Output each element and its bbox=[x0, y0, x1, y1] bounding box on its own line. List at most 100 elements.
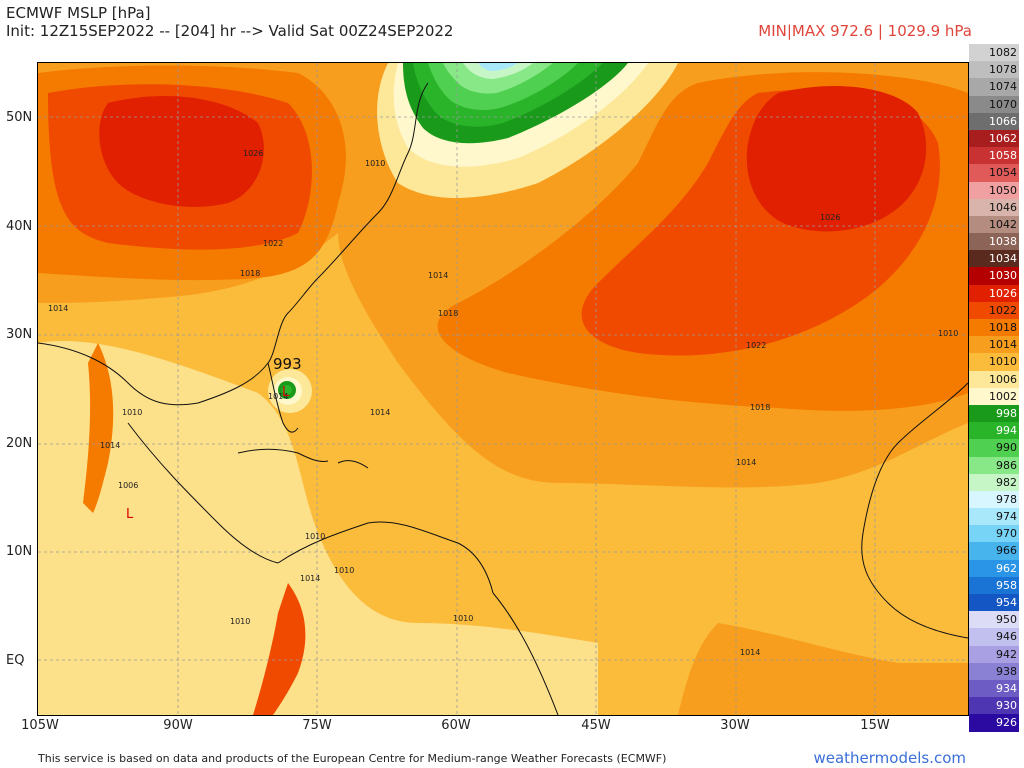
colorbar-swatch: 1010 bbox=[969, 353, 1019, 371]
colorbar-label: 990 bbox=[996, 441, 1017, 455]
mslp-map: 1026 1022 1018 1014 1010 1014 1018 1022 … bbox=[37, 62, 969, 716]
colorbar-swatch: 1070 bbox=[969, 95, 1019, 113]
colorbar-label: 1022 bbox=[989, 303, 1017, 317]
lon-label: 60W bbox=[441, 718, 471, 733]
colorbar-swatch: 1002 bbox=[969, 387, 1019, 405]
map-title: ECMWF MSLP [hPa] bbox=[6, 4, 151, 22]
andes-high bbox=[253, 583, 306, 715]
colorbar-swatch: 1066 bbox=[969, 112, 1019, 130]
colorbar-label: 950 bbox=[996, 613, 1017, 627]
colorbar-swatch: 1074 bbox=[969, 78, 1019, 96]
colorbar-swatch: 1058 bbox=[969, 147, 1019, 165]
colorbar-label: 930 bbox=[996, 699, 1017, 713]
colorbar-swatch: 1050 bbox=[969, 181, 1019, 199]
pacific-low-marker: L bbox=[126, 507, 134, 522]
lon-label: 45W bbox=[581, 718, 611, 733]
colorbar-swatch: 1046 bbox=[969, 198, 1019, 216]
colorbar-swatch: 926 bbox=[969, 714, 1019, 732]
lat-label: 20N bbox=[6, 436, 33, 451]
coastlines bbox=[38, 82, 968, 715]
colorbar-label: 1026 bbox=[989, 286, 1017, 300]
colorbar-label: 1030 bbox=[989, 269, 1017, 283]
mexico-high bbox=[83, 343, 114, 513]
colorbar-label: 1082 bbox=[989, 46, 1017, 59]
contour-label: 1010 bbox=[365, 159, 385, 168]
init-valid-line: Init: 12Z15SEP2022 -- [204] hr --> Valid… bbox=[6, 22, 454, 40]
colorbar-swatch: 950 bbox=[969, 611, 1019, 629]
colorbar-label: 954 bbox=[996, 596, 1017, 609]
lon-label: 15W bbox=[860, 718, 890, 733]
colorbar-label: 966 bbox=[996, 544, 1017, 558]
colorbar-label: 1006 bbox=[989, 372, 1017, 386]
colorbar-label: 942 bbox=[996, 647, 1017, 661]
colorbar-label: 974 bbox=[996, 510, 1017, 524]
colorbar-swatch: 998 bbox=[969, 404, 1019, 423]
colorbar-label: 1010 bbox=[989, 355, 1017, 369]
contour-label: 1010 bbox=[938, 329, 958, 338]
colorbar-swatch: 962 bbox=[969, 559, 1019, 577]
contour-label: 1018 bbox=[438, 309, 458, 318]
colorbar-swatch: 1078 bbox=[969, 61, 1019, 79]
colorbar-label: 1046 bbox=[989, 200, 1017, 214]
colorbar-swatch: 1006 bbox=[969, 370, 1019, 388]
colorbar-swatch: 934 bbox=[969, 679, 1019, 698]
colorbar-label: 998 bbox=[996, 406, 1017, 420]
contour-label: 1014 bbox=[48, 304, 68, 313]
lon-label: 90W bbox=[163, 718, 193, 733]
colorbar-label: 1066 bbox=[989, 114, 1017, 128]
pressure-colorbar: 1082 1078 1074 1070 1066 1062 1058 1054 1050 1046… bbox=[969, 44, 1019, 732]
band-1026-atlantic bbox=[746, 85, 927, 232]
contour-label: 1006 bbox=[118, 481, 138, 490]
colorbar-label: 1050 bbox=[989, 183, 1017, 197]
colorbar-label: 986 bbox=[996, 458, 1017, 472]
colorbar-label: 1002 bbox=[989, 389, 1017, 403]
min-max-readout: MIN|MAX 972.6 | 1029.9 hPa bbox=[758, 22, 972, 40]
contour-label: 1022 bbox=[263, 239, 283, 248]
colorbar-swatch: 930 bbox=[969, 697, 1019, 715]
colorbar-swatch: 1042 bbox=[969, 215, 1019, 234]
band-1014-south bbox=[678, 623, 968, 715]
contour-label: 1014 bbox=[370, 408, 390, 417]
low-marker: L bbox=[282, 385, 290, 400]
contour-label: 1026 bbox=[243, 149, 263, 158]
colorbar-swatch: 958 bbox=[969, 576, 1019, 594]
colorbar-label: 1078 bbox=[989, 63, 1017, 77]
brand-link[interactable]: weathermodels.com bbox=[813, 749, 966, 767]
lat-label: EQ bbox=[6, 653, 25, 668]
colorbar-swatch: 1022 bbox=[969, 301, 1019, 319]
colorbar-label: 1058 bbox=[989, 149, 1017, 163]
ecmwf-disclaimer: This service is based on data and produc… bbox=[38, 752, 667, 765]
colorbar-label: 962 bbox=[996, 561, 1017, 575]
colorbar-swatch: 1014 bbox=[969, 336, 1019, 354]
colorbar-swatch: 978 bbox=[969, 490, 1019, 509]
colorbar-swatch: 994 bbox=[969, 422, 1019, 440]
colorbar-label: 958 bbox=[996, 578, 1017, 592]
colorbar-swatch: 1062 bbox=[969, 129, 1019, 148]
band-974-ne bbox=[478, 63, 518, 71]
low-core-inner bbox=[282, 385, 292, 395]
lat-label: 40N bbox=[6, 219, 33, 234]
colorbar-swatch: 938 bbox=[969, 662, 1019, 680]
colorbar-swatch: 1034 bbox=[969, 250, 1019, 268]
colorbar-label: 982 bbox=[996, 475, 1017, 489]
lat-label: 30N bbox=[6, 327, 33, 342]
colorbar-label: 934 bbox=[996, 681, 1017, 695]
colorbar-swatch: 970 bbox=[969, 525, 1019, 543]
colorbar-swatch: 974 bbox=[969, 508, 1019, 526]
colorbar-label: 1018 bbox=[989, 321, 1017, 334]
contour-label: 1022 bbox=[746, 341, 766, 350]
colorbar-swatch: 946 bbox=[969, 628, 1019, 646]
contour-label: 1014 bbox=[428, 271, 448, 280]
contour-label: 1018 bbox=[750, 403, 770, 412]
colorbar-label: 994 bbox=[996, 424, 1017, 438]
contour-label: 1010 bbox=[334, 566, 354, 575]
band-982-ne bbox=[463, 63, 533, 79]
colorbar-swatch: 986 bbox=[969, 456, 1019, 474]
lon-label: 75W bbox=[302, 718, 332, 733]
colorbar-swatch: 966 bbox=[969, 542, 1019, 560]
colorbar-swatch: 1026 bbox=[969, 284, 1019, 302]
colorbar-label: 946 bbox=[996, 630, 1017, 644]
contour-label: 1010 bbox=[230, 617, 250, 626]
contour-label: 1014 bbox=[100, 441, 120, 450]
colorbar-swatch: 990 bbox=[969, 439, 1019, 457]
